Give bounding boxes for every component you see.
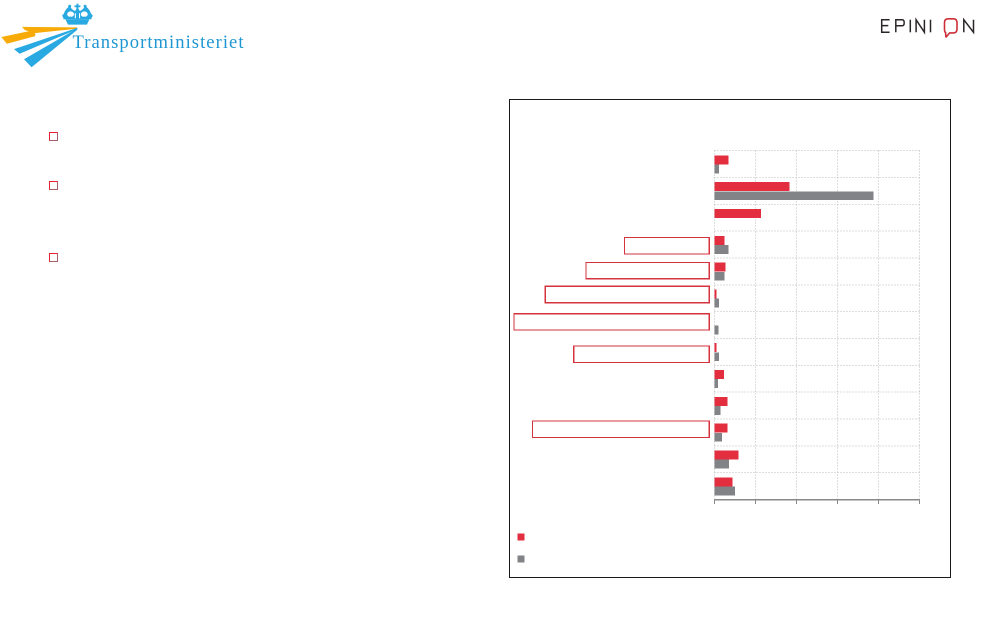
svg-text:Transportministeriet: Transportministeriet (73, 32, 245, 53)
